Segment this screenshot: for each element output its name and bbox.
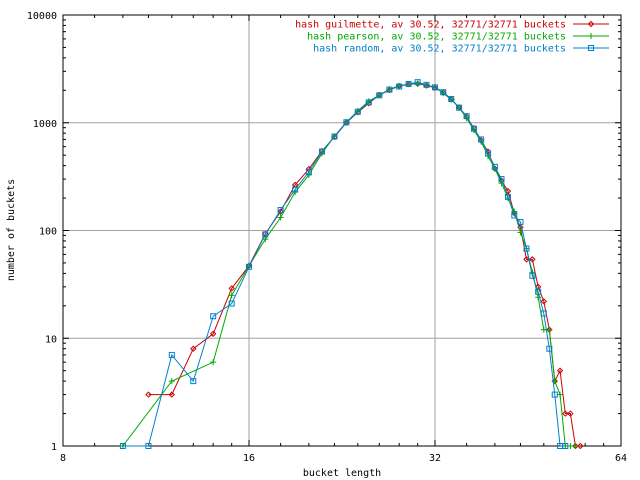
data-point-plus [588, 33, 594, 39]
data-point-square [432, 84, 438, 91]
data-point-square [517, 218, 524, 225]
data-point-square [386, 86, 393, 93]
data-point-diamond [567, 410, 574, 417]
x-tick-label: 64 [615, 453, 627, 464]
data-point-square [305, 168, 312, 175]
data-point-diamond [556, 367, 564, 374]
data-point-square [498, 176, 505, 183]
data-point-plus [572, 443, 579, 449]
y-axis-title: number of buckets [6, 179, 17, 281]
data-point-square [551, 391, 558, 398]
legend-label: hash guilmette, av 30.52, 32771/32771 bu… [295, 20, 566, 31]
data-point-plus [557, 391, 564, 398]
y-tick-label: 10 [45, 334, 57, 345]
y-tick-label: 1000 [33, 119, 57, 130]
legend-entry-2: hash random, av 30.52, 32771/32771 bucke… [313, 44, 609, 55]
data-point-diamond [540, 298, 548, 305]
data-point-square [318, 148, 325, 155]
data-point-square [168, 351, 175, 358]
data-point-plus [567, 443, 574, 449]
series-2 [119, 79, 569, 449]
data-point-square [456, 104, 463, 111]
data-point-diamond [168, 391, 176, 398]
data-point-square [511, 212, 518, 219]
data-point-square [376, 92, 383, 99]
data-point-diamond [145, 391, 152, 398]
data-point-square [292, 186, 299, 193]
data-point-square [405, 80, 412, 87]
data-point-square [535, 288, 542, 295]
data-point-square [354, 108, 361, 115]
data-point-square [331, 133, 338, 140]
data-point-diamond [504, 187, 512, 195]
series-line [122, 81, 566, 447]
data-point-square [396, 83, 403, 90]
data-point-square [523, 245, 530, 252]
legend-label: hash pearson, av 30.52, 32771/32771 buck… [307, 32, 566, 43]
data-point-square [440, 89, 447, 96]
data-point-plus [228, 292, 235, 299]
data-point-square [529, 272, 536, 279]
data-point-square [504, 193, 511, 200]
legend-entry-0: hash guilmette, av 30.52, 32771/32771 bu… [295, 20, 609, 31]
data-point-diamond [354, 109, 362, 116]
data-point-square [562, 443, 569, 449]
data-point-square [145, 443, 152, 449]
x-axis-title: bucket length [303, 468, 381, 479]
data-point-diamond [209, 330, 217, 337]
data-point-plus [535, 294, 542, 301]
data-point-square [470, 125, 477, 132]
data-point-square [228, 300, 235, 307]
data-point-diamond [562, 410, 569, 417]
data-point-square [540, 310, 547, 317]
data-point-plus [540, 326, 547, 333]
data-point-square [414, 79, 421, 86]
data-point-square [448, 96, 455, 103]
legend-label: hash random, av 30.52, 32771/32771 bucke… [313, 44, 566, 55]
data-point-diamond [529, 256, 536, 263]
data-point-square [463, 113, 470, 120]
data-point-square [485, 150, 492, 157]
y-tick-label: 100 [39, 227, 57, 238]
data-point-square [246, 263, 252, 270]
axes: 8 16 32 64 1 10 100 1000 10000 [27, 11, 627, 464]
x-tick-label: 8 [60, 453, 66, 464]
series-group [119, 79, 584, 450]
data-point-square [491, 163, 498, 170]
x-tick-label: 32 [429, 453, 441, 464]
data-point-diamond [190, 345, 197, 352]
data-point-square [478, 136, 485, 143]
data-point-square [210, 313, 217, 320]
data-point-square [343, 119, 350, 126]
y-tick-label: 10000 [27, 11, 57, 22]
y-tick-label: 1 [51, 442, 57, 453]
data-point-plus [546, 326, 553, 333]
data-point-plus [277, 214, 284, 221]
legend-entry-1: hash pearson, av 30.52, 32771/32771 buck… [307, 32, 609, 43]
data-point-square [423, 81, 430, 88]
data-point-plus [168, 378, 175, 385]
data-point-square [365, 99, 372, 106]
data-point-square [546, 345, 553, 352]
data-point-square [190, 378, 197, 385]
data-point-diamond [587, 20, 595, 28]
data-point-square [119, 443, 126, 449]
data-point-square [262, 231, 269, 238]
data-point-square [277, 206, 284, 213]
data-point-plus [210, 359, 217, 366]
data-point-diamond [228, 285, 235, 292]
data-point-diamond [277, 208, 284, 215]
data-point-diamond [577, 442, 584, 450]
data-point-plus [511, 208, 518, 215]
x-tick-label: 16 [243, 453, 255, 464]
data-point-square [588, 45, 594, 51]
legend: hash guilmette, av 30.52, 32771/32771 bu… [295, 20, 609, 55]
